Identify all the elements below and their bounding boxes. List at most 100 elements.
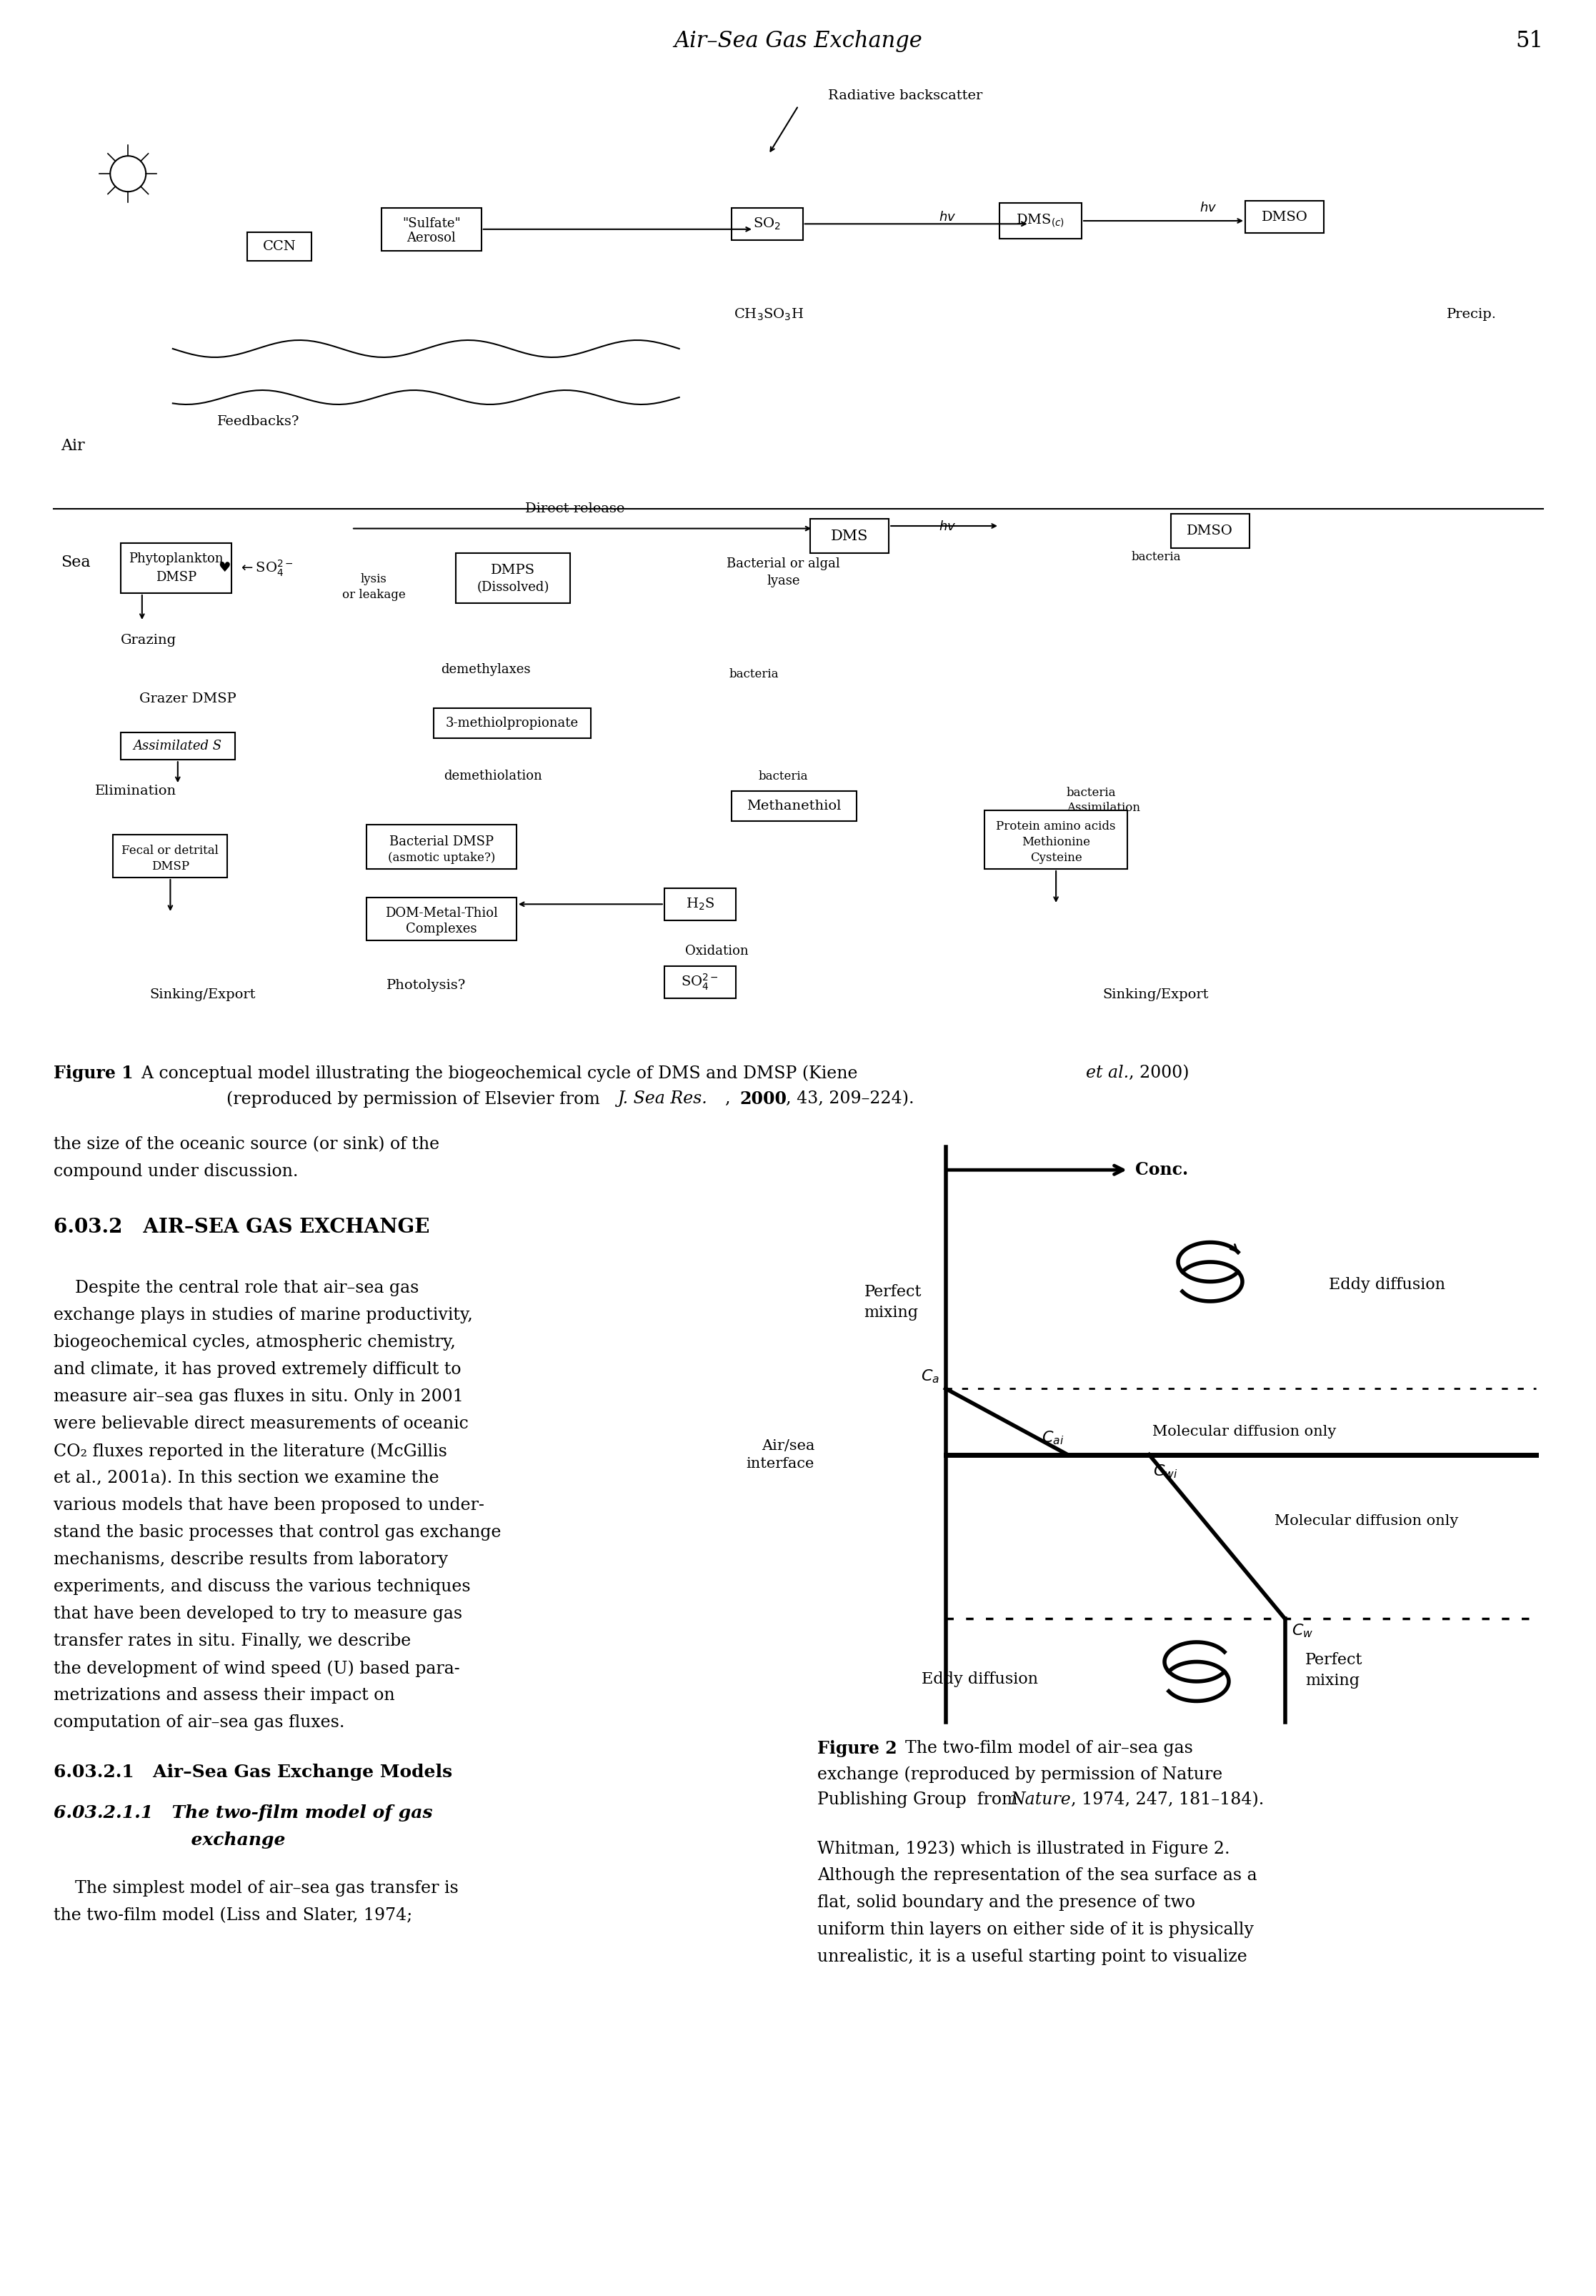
Text: Bacterial DMSP: Bacterial DMSP (389, 836, 493, 850)
Text: DMSP: DMSP (155, 572, 196, 583)
Text: CO₂ fluxes reported in the literature (McGillis: CO₂ fluxes reported in the literature (M… (54, 1444, 447, 1460)
Text: Complexes: Complexes (405, 923, 477, 937)
Text: Assimilated S: Assimilated S (134, 739, 222, 753)
Text: 2000: 2000 (739, 1091, 787, 1107)
Bar (121, 732, 235, 760)
Text: Whitman, 1923) which is illustrated in Figure 2.: Whitman, 1923) which is illustrated in F… (817, 1839, 1231, 1857)
Text: Although the representation of the sea surface as a: Although the representation of the sea s… (817, 1867, 1258, 1883)
Bar (1171, 514, 1250, 549)
Text: demethiolation: demethiolation (444, 769, 543, 783)
Text: Conc.: Conc. (1136, 1162, 1189, 1178)
Text: Figure 1: Figure 1 (54, 1065, 134, 1081)
Text: computation of air–sea gas fluxes.: computation of air–sea gas fluxes. (54, 1715, 345, 1731)
Text: demethylaxes: demethylaxes (440, 664, 530, 675)
Text: the development of wind speed (U) based para-: the development of wind speed (U) based … (54, 1660, 460, 1676)
Text: and climate, it has proved extremely difficult to: and climate, it has proved extremely dif… (54, 1362, 461, 1378)
Bar (247, 232, 311, 262)
Text: $hv$: $hv$ (1199, 202, 1216, 214)
Text: , 2000): , 2000) (1128, 1065, 1189, 1081)
Text: mechanisms, describe results from laboratory: mechanisms, describe results from labora… (54, 1552, 448, 1568)
Text: were believable direct measurements of oceanic: were believable direct measurements of o… (54, 1417, 469, 1433)
Bar (381, 209, 482, 250)
Text: $C_w$: $C_w$ (1293, 1623, 1314, 1639)
Bar (664, 889, 736, 921)
Text: Grazer DMSP: Grazer DMSP (139, 691, 236, 705)
Text: H$_2$S: H$_2$S (686, 895, 715, 912)
Text: Radiative backscatter: Radiative backscatter (828, 90, 983, 103)
Text: Molecular diffusion only: Molecular diffusion only (1274, 1513, 1459, 1527)
Text: 6.03.2.1.1   The two-film model of gas: 6.03.2.1.1 The two-film model of gas (54, 1805, 433, 1821)
Text: the size of the oceanic source (or sink) of the: the size of the oceanic source (or sink)… (54, 1137, 439, 1153)
Text: $hv$: $hv$ (938, 211, 956, 225)
Text: DMSO: DMSO (1261, 211, 1307, 223)
Bar (121, 544, 231, 592)
Bar (434, 707, 591, 739)
Text: various models that have been proposed to under-: various models that have been proposed t… (54, 1497, 484, 1513)
Text: Publishing Group  from: Publishing Group from (817, 1791, 1023, 1807)
Text: Aerosol: Aerosol (407, 232, 456, 243)
Text: metrizations and assess their impact on: metrizations and assess their impact on (54, 1688, 394, 1704)
Text: Air–Sea Gas Exchange: Air–Sea Gas Exchange (674, 30, 922, 53)
Text: compound under discussion.: compound under discussion. (54, 1164, 298, 1180)
Text: Feedbacks?: Feedbacks? (217, 416, 300, 427)
Text: SO$_2$: SO$_2$ (753, 216, 780, 232)
Text: ,: , (725, 1091, 736, 1107)
Text: 51: 51 (1515, 30, 1543, 53)
Text: Elimination: Elimination (94, 785, 176, 797)
Bar (456, 553, 570, 604)
Text: DOM-Metal-Thiol: DOM-Metal-Thiol (385, 907, 498, 921)
Bar (113, 836, 228, 877)
Text: Molecular diffusion only: Molecular diffusion only (1152, 1426, 1336, 1440)
Text: Air: Air (61, 439, 85, 455)
Text: Phytoplankton: Phytoplankton (129, 553, 223, 565)
Bar (664, 967, 736, 999)
Text: (Dissolved): (Dissolved) (477, 581, 549, 595)
Text: CCN: CCN (263, 241, 297, 253)
Text: ♥: ♥ (219, 563, 230, 574)
Text: Eddy diffusion: Eddy diffusion (1328, 1277, 1444, 1293)
Text: (reproduced by permission of Elsevier from: (reproduced by permission of Elsevier fr… (227, 1091, 605, 1107)
Text: Sea: Sea (61, 556, 91, 569)
Text: , 1974, 247, 181–184).: , 1974, 247, 181–184). (1071, 1791, 1264, 1807)
Text: Bacterial or algal
lyase: Bacterial or algal lyase (726, 558, 839, 588)
Text: DMSO: DMSO (1187, 526, 1234, 537)
Text: biogeochemical cycles, atmospheric chemistry,: biogeochemical cycles, atmospheric chemi… (54, 1334, 456, 1350)
Text: Fecal or detrital: Fecal or detrital (121, 845, 219, 856)
Text: A conceptual model illustrating the biogeochemical cycle of DMS and DMSP (Kiene: A conceptual model illustrating the biog… (131, 1065, 863, 1081)
Text: Perfect
mixing: Perfect mixing (863, 1283, 921, 1320)
Text: 6.03.2.1   Air–Sea Gas Exchange Models: 6.03.2.1 Air–Sea Gas Exchange Models (54, 1763, 452, 1782)
Text: the two-film model (Liss and Slater, 1974;: the two-film model (Liss and Slater, 197… (54, 1908, 412, 1924)
Text: $C_a$: $C_a$ (921, 1368, 940, 1384)
Text: $C_{wi}$: $C_{wi}$ (1152, 1463, 1178, 1481)
Text: uniform thin layers on either side of it is physically: uniform thin layers on either side of it… (817, 1922, 1254, 1938)
Text: DMSP: DMSP (152, 861, 190, 872)
Text: Despite the central role that air–sea gas: Despite the central role that air–sea ga… (54, 1281, 418, 1297)
Bar (999, 202, 1082, 239)
Text: unrealistic, it is a useful starting point to visualize: unrealistic, it is a useful starting poi… (817, 1949, 1246, 1965)
Bar (731, 209, 803, 241)
Text: Nature: Nature (1010, 1791, 1071, 1807)
Text: Eddy diffusion: Eddy diffusion (921, 1671, 1037, 1688)
Text: Grazing: Grazing (121, 634, 177, 647)
Text: transfer rates in situ. Finally, we describe: transfer rates in situ. Finally, we desc… (54, 1632, 410, 1649)
Bar (367, 824, 517, 870)
Text: SO$_4^{2-}$: SO$_4^{2-}$ (681, 971, 718, 992)
Text: exchange (reproduced by permission of Nature: exchange (reproduced by permission of Na… (817, 1766, 1223, 1782)
Text: et al., 2001a). In this section we examine the: et al., 2001a). In this section we exami… (54, 1469, 439, 1486)
Text: DMS$_{(c)}$: DMS$_{(c)}$ (1017, 214, 1065, 230)
Text: "Sulfate": "Sulfate" (402, 218, 461, 230)
Text: Methanethiol: Methanethiol (747, 799, 841, 813)
Text: Oxidation: Oxidation (685, 946, 749, 957)
Text: bacteria: bacteria (1132, 551, 1181, 563)
Text: lysis
or leakage: lysis or leakage (342, 572, 405, 602)
Text: flat, solid boundary and the presence of two: flat, solid boundary and the presence of… (817, 1894, 1195, 1910)
Text: Methionine: Methionine (1021, 836, 1090, 847)
Bar (811, 519, 889, 553)
Text: J. Sea Res.: J. Sea Res. (618, 1091, 707, 1107)
Text: $\leftarrow$SO$_4^{2-}$: $\leftarrow$SO$_4^{2-}$ (238, 558, 294, 579)
Text: Sinking/Export: Sinking/Export (150, 990, 255, 1001)
Text: bacteria: bacteria (729, 668, 779, 680)
Text: $hv$: $hv$ (938, 521, 956, 533)
Text: (asmotic uptake?): (asmotic uptake?) (388, 852, 495, 863)
Text: bacteria
Assimilation: bacteria Assimilation (1066, 788, 1140, 815)
